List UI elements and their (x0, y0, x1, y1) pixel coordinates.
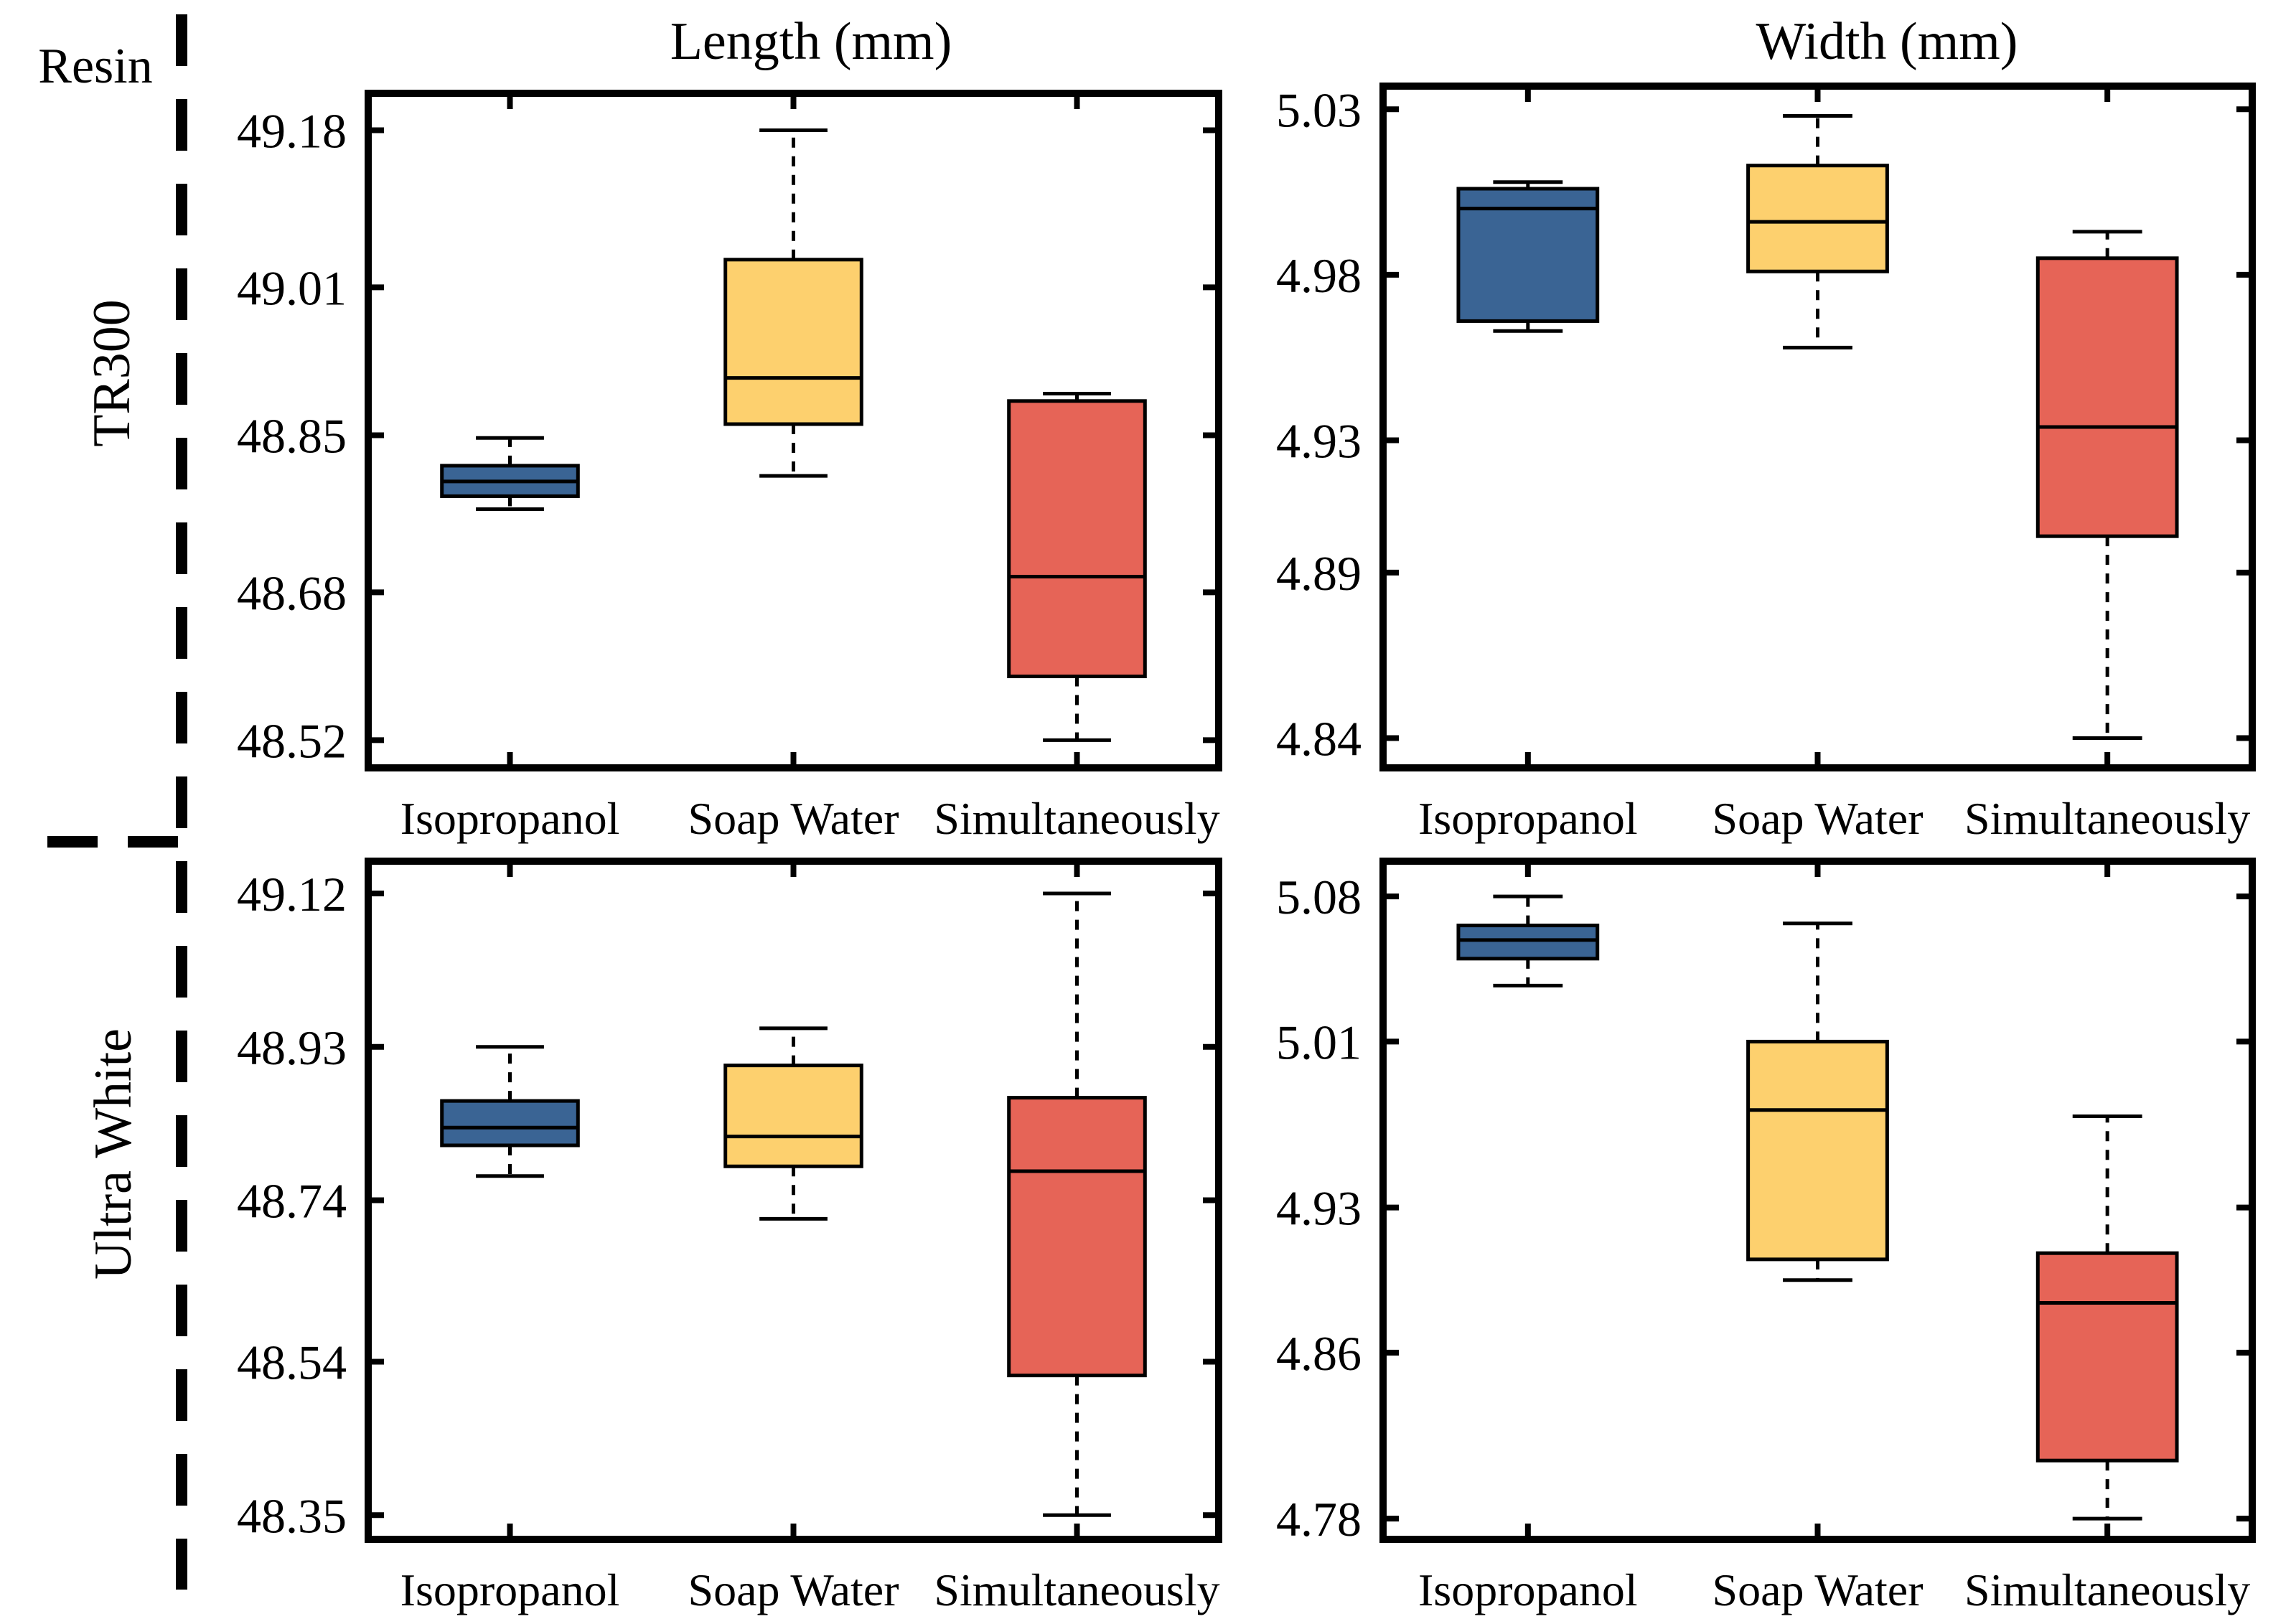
xtick-label-isopropanol: Isopropanol (400, 793, 620, 844)
box-simultaneously (2035, 256, 2179, 538)
box-simultaneously (2035, 1251, 2179, 1463)
col-header-width: Width (mm) (1756, 12, 2018, 71)
panel-width-tr300: 5.03 4.98 4.93 4.89 4.84 Isopropanol Soap Wate… (1276, 83, 2256, 844)
box-isopropanol (440, 1099, 580, 1148)
panel-width-ultra-white: 5.08 5.01 4.93 4.86 4.78 Isopropanol Soap Wate… (1276, 858, 2256, 1615)
xtick-label-isopropanol: Isopropanol (400, 1564, 620, 1615)
xtick-label-isopropanol: Isopropanol (1418, 793, 1638, 844)
ytick-label-4: 48.35 (237, 1488, 347, 1543)
panel-length-tr300: 49.18 49.01 48.85 48.68 48.52 Isopropanol Soap… (237, 90, 1222, 844)
ytick-label-3: 4.86 (1276, 1326, 1362, 1381)
plot-frame (1379, 858, 2256, 1543)
xtick-label-soap-water: Soap Water (688, 1564, 899, 1615)
box-soap-water (1746, 1039, 1889, 1262)
box-soap-water (723, 1064, 863, 1168)
box-soap-water (723, 258, 863, 426)
ytick-label-1: 49.01 (237, 261, 347, 315)
ytick-label-2: 4.93 (1276, 413, 1362, 468)
ytick-label-3: 48.54 (237, 1336, 347, 1390)
plot-frame (365, 858, 1222, 1543)
box-soap-water (1746, 164, 1889, 273)
col-header-length: Length (mm) (670, 12, 952, 71)
xtick-label-soap-water: Soap Water (1712, 1564, 1923, 1615)
ytick-label-0: 49.18 (237, 104, 347, 159)
xtick-label-soap-water: Soap Water (1712, 793, 1923, 844)
ytick-label-1: 5.01 (1276, 1015, 1362, 1069)
ytick-label-4: 4.84 (1276, 711, 1362, 766)
xtick-label-simultaneously: Simultaneously (1964, 793, 2250, 844)
xtick-label-isopropanol: Isopropanol (1418, 1564, 1638, 1615)
ytick-label-3: 4.89 (1276, 546, 1362, 601)
box-isopropanol (1456, 924, 1600, 961)
ytick-label-2: 4.93 (1276, 1181, 1362, 1236)
panel-length-ultra-white: 49.12 48.93 48.74 48.54 48.35 Isopropanol Soap… (237, 858, 1222, 1615)
ytick-label-0: 5.03 (1276, 83, 1362, 137)
box-simultaneously (1007, 1096, 1147, 1378)
box-isopropanol (1456, 187, 1600, 323)
xtick-label-simultaneously: Simultaneously (934, 1564, 1219, 1615)
xtick-label-simultaneously: Simultaneously (1964, 1564, 2250, 1615)
ytick-label-4: 48.52 (237, 713, 347, 768)
ytick-label-0: 5.08 (1276, 870, 1362, 924)
plot-frame (1379, 83, 2256, 771)
box-simultaneously (1007, 399, 1147, 679)
ytick-label-2: 48.74 (237, 1174, 347, 1229)
ytick-label-0: 49.12 (237, 867, 347, 921)
plot-frame (365, 90, 1222, 771)
resin-label: Resin (38, 39, 152, 94)
xtick-label-simultaneously: Simultaneously (934, 793, 1219, 844)
ytick-label-1: 4.98 (1276, 248, 1362, 303)
ytick-label-4: 4.78 (1276, 1492, 1362, 1547)
ytick-label-2: 48.85 (237, 408, 347, 463)
ytick-label-1: 48.93 (237, 1020, 347, 1075)
row-label-ultra-white: Ultra White (84, 1028, 143, 1280)
ytick-label-3: 48.68 (237, 566, 347, 620)
row-label-tr300: TR300 (83, 299, 141, 447)
xtick-label-soap-water: Soap Water (688, 793, 899, 844)
